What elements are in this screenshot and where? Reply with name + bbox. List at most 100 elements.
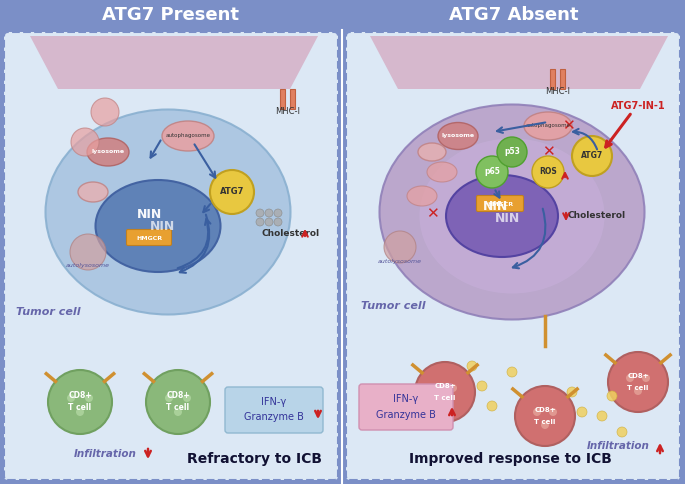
Circle shape (274, 218, 282, 226)
Text: NIN: NIN (151, 221, 175, 233)
FancyBboxPatch shape (225, 387, 323, 433)
Circle shape (597, 411, 607, 421)
Text: lysosome: lysosome (91, 150, 125, 154)
Text: p65: p65 (484, 167, 500, 177)
FancyBboxPatch shape (0, 0, 685, 30)
Circle shape (70, 234, 106, 270)
Text: HMGCR: HMGCR (487, 201, 513, 207)
Ellipse shape (95, 180, 221, 272)
Ellipse shape (78, 182, 108, 202)
FancyBboxPatch shape (359, 384, 453, 430)
Text: Cholesterol: Cholesterol (262, 229, 320, 239)
Text: HMGCR: HMGCR (136, 236, 162, 241)
Text: Tumor cell: Tumor cell (361, 301, 425, 311)
Text: ✕: ✕ (562, 119, 575, 134)
Circle shape (85, 394, 93, 402)
Ellipse shape (524, 112, 572, 140)
FancyBboxPatch shape (4, 32, 338, 480)
Text: CD8+: CD8+ (166, 392, 190, 400)
Circle shape (577, 407, 587, 417)
Circle shape (256, 218, 264, 226)
Circle shape (533, 408, 541, 416)
Text: CD8+: CD8+ (627, 373, 649, 379)
Circle shape (183, 394, 191, 402)
Text: autophagosome: autophagosome (525, 123, 571, 128)
Text: autolysosome: autolysosome (66, 263, 110, 269)
Circle shape (608, 352, 668, 412)
Circle shape (256, 209, 264, 217)
Text: Infiltration: Infiltration (586, 441, 649, 451)
Ellipse shape (418, 143, 446, 161)
Text: Tumor cell: Tumor cell (16, 307, 80, 317)
Text: ✕: ✕ (542, 145, 554, 160)
Text: ATG7 Absent: ATG7 Absent (449, 6, 579, 24)
Text: CD8+: CD8+ (534, 407, 556, 413)
Bar (560, 69, 565, 89)
Text: autolysosome: autolysosome (378, 259, 422, 264)
Text: autophagosome: autophagosome (166, 134, 210, 138)
Circle shape (265, 209, 273, 217)
Ellipse shape (162, 121, 214, 151)
FancyBboxPatch shape (127, 229, 171, 245)
Circle shape (487, 401, 497, 411)
Text: lysosome: lysosome (441, 134, 475, 138)
Circle shape (441, 397, 449, 405)
Text: MHC-I: MHC-I (545, 88, 571, 96)
Circle shape (515, 386, 575, 446)
Text: NIN: NIN (484, 199, 509, 212)
Text: ATG7-IN-1: ATG7-IN-1 (611, 101, 665, 111)
Ellipse shape (379, 105, 645, 319)
Circle shape (433, 384, 441, 392)
Circle shape (210, 170, 254, 214)
Text: T cell: T cell (534, 419, 556, 425)
Circle shape (572, 136, 612, 176)
Bar (280, 89, 285, 109)
Circle shape (467, 361, 477, 371)
Circle shape (476, 156, 508, 188)
Circle shape (607, 391, 617, 401)
Text: ATG7: ATG7 (220, 187, 244, 197)
Text: IFN-γ: IFN-γ (262, 397, 286, 407)
Circle shape (174, 408, 182, 416)
Circle shape (384, 231, 416, 263)
Text: ✕: ✕ (425, 207, 438, 222)
Circle shape (165, 394, 173, 402)
Circle shape (71, 128, 99, 156)
Bar (290, 89, 295, 109)
Circle shape (549, 408, 557, 416)
Text: ATG7 Present: ATG7 Present (103, 6, 240, 24)
Circle shape (146, 370, 210, 434)
Text: T cell: T cell (68, 404, 92, 412)
Ellipse shape (427, 162, 457, 182)
Ellipse shape (45, 109, 290, 315)
Circle shape (541, 421, 549, 429)
Text: Cholesterol: Cholesterol (568, 212, 626, 221)
Text: IFN-γ: IFN-γ (393, 394, 419, 404)
Ellipse shape (419, 138, 604, 293)
Circle shape (274, 209, 282, 217)
Circle shape (497, 137, 527, 167)
Circle shape (91, 98, 119, 126)
Circle shape (415, 362, 475, 422)
Text: p53: p53 (504, 148, 520, 156)
Circle shape (477, 381, 487, 391)
Text: Granzyme B: Granzyme B (376, 410, 436, 420)
Circle shape (48, 370, 112, 434)
Ellipse shape (407, 186, 437, 206)
Text: ROS: ROS (539, 167, 557, 177)
Circle shape (67, 394, 75, 402)
Circle shape (76, 408, 84, 416)
Text: Refractory to ICB: Refractory to ICB (188, 452, 323, 466)
Text: Granzyme B: Granzyme B (244, 412, 304, 422)
Text: T cell: T cell (434, 395, 456, 401)
Text: MHC-I: MHC-I (275, 107, 301, 117)
Text: NIN: NIN (495, 212, 521, 226)
Ellipse shape (87, 138, 129, 166)
Text: NIN: NIN (138, 208, 162, 221)
Circle shape (634, 387, 642, 395)
Circle shape (642, 374, 650, 382)
Text: Improved response to ICB: Improved response to ICB (408, 452, 612, 466)
Text: CD8+: CD8+ (68, 392, 92, 400)
Text: Infiltration: Infiltration (73, 449, 136, 459)
Circle shape (626, 374, 634, 382)
